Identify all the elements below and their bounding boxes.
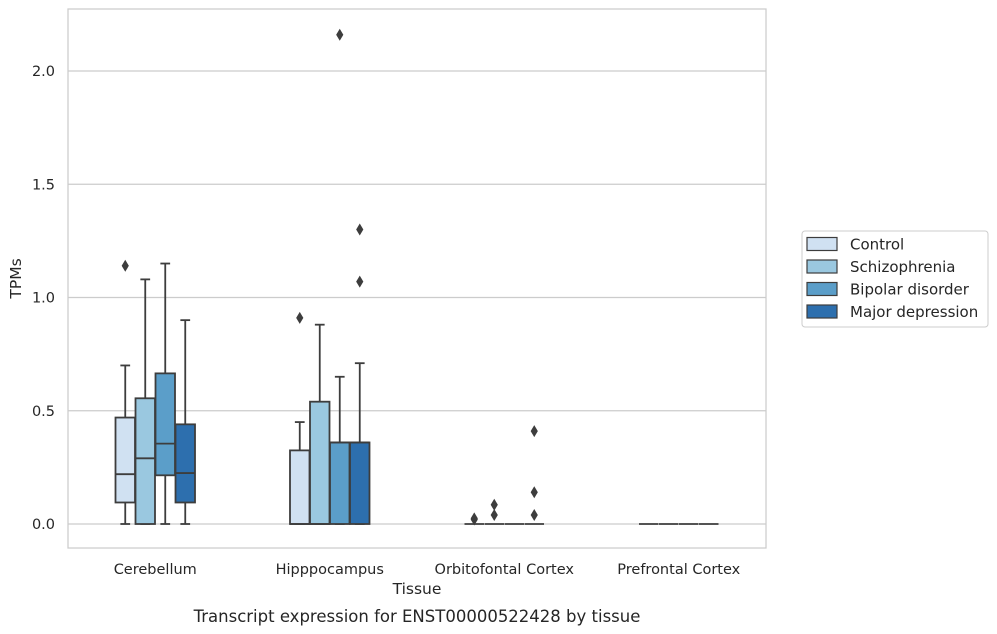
x-axis-label: Tissue (392, 580, 442, 598)
outlier-point (356, 275, 364, 288)
legend-label: Major depression (850, 303, 978, 321)
chart-caption: Transcript expression for ENST0000052242… (193, 607, 641, 626)
y-tick-label: 2.0 (32, 64, 55, 80)
legend-swatch (806, 304, 838, 319)
y-axis-label: TPMs (7, 258, 25, 299)
x-axis-ticks: Cerebellum Hipppocampus Orbitofontal Corte… (114, 562, 741, 578)
y-axis-ticks: 0.0 0.5 1.0 1.5 2.0 (32, 64, 55, 533)
y-tick-label: 1.5 (32, 177, 55, 193)
box-bipolar-disorder (329, 441, 351, 525)
plot-frame (67, 8, 767, 549)
outlier-point (490, 498, 498, 511)
legend-swatch (806, 236, 838, 252)
legend-swatch (806, 281, 838, 297)
box-group-cerebellum (114, 259, 196, 525)
box-schizophrenia (134, 397, 156, 525)
box-schizophrenia (309, 400, 331, 525)
legend-label: Bipolar disorder (850, 281, 970, 299)
x-tick-label: Prefrontal Cortex (617, 562, 740, 578)
legend-item: Schizophrenia (806, 258, 955, 276)
legend-item: Major depression (806, 303, 978, 321)
outlier-point (356, 223, 364, 236)
legend-label: Control (850, 236, 904, 254)
y-tick-label: 0.0 (32, 517, 55, 533)
legend-item: Bipolar disorder (806, 281, 970, 299)
box-major-depression (349, 441, 371, 525)
box-groups (114, 28, 719, 526)
legend-item: Control (806, 236, 904, 254)
outlier-point (296, 311, 304, 324)
x-tick-label: Orbitofontal Cortex (435, 562, 575, 578)
outlier-point (121, 259, 129, 272)
box-bipolar-disorder (154, 372, 176, 477)
x-tick-label: Cerebellum (114, 562, 197, 578)
box-group-hipppocampus (289, 28, 371, 525)
outlier-point (490, 508, 498, 521)
y-tick-label: 1.0 (32, 291, 55, 307)
legend-label: Schizophrenia (850, 258, 955, 276)
outlier-point (470, 513, 478, 526)
outlier-point (530, 486, 538, 499)
box-control (289, 449, 311, 525)
box-major-depression (174, 423, 196, 504)
y-tick-label: 0.5 (32, 404, 55, 420)
box-group-orbitofontal-cortex (464, 425, 544, 526)
x-tick-label: Hipppocampus (276, 562, 384, 578)
legend-swatch (806, 259, 838, 274)
legend-frame (801, 230, 989, 328)
legend: Control Schizophrenia Bipolar disorder Majo… (801, 230, 989, 328)
box-control (114, 416, 136, 504)
outlier-point (530, 425, 538, 438)
outlier-point (530, 508, 538, 521)
outlier-point (336, 28, 344, 41)
